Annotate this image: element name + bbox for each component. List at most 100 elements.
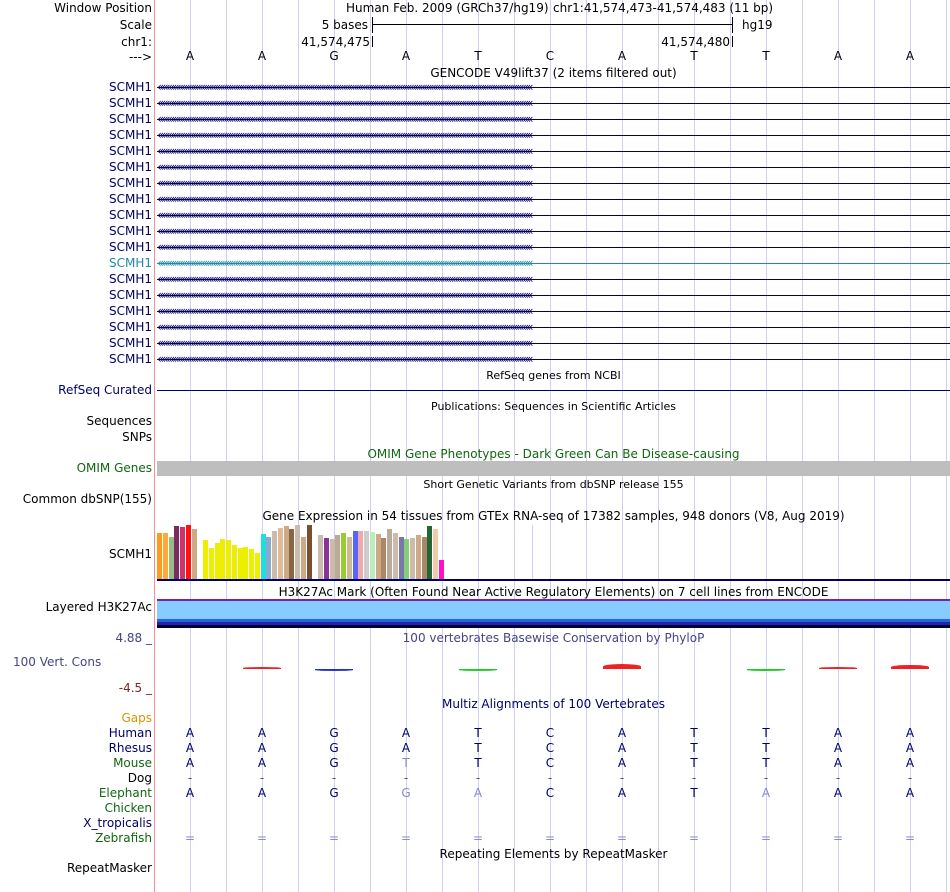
gtex-tissue-bar[interactable] (427, 526, 433, 579)
gtex-tissue-bar[interactable] (329, 539, 335, 579)
gtex-tissue-bar[interactable] (364, 531, 369, 579)
gtex-tissue-bar[interactable] (300, 537, 306, 579)
publications-label-snps[interactable]: SNPs (122, 430, 152, 444)
gtex-tissue-bar[interactable] (254, 553, 260, 579)
gencode-transcript-label[interactable]: SCMH1 (108, 192, 152, 206)
gencode-transcript-line[interactable]: ‹‹‹‹‹‹‹‹‹‹‹‹‹‹‹‹‹‹‹‹‹‹‹‹‹‹‹‹‹‹‹‹‹‹‹‹‹‹‹‹… (157, 257, 533, 270)
gtex-tissue-bar[interactable] (341, 533, 346, 579)
gencode-transcript-label[interactable]: SCMH1 (108, 272, 152, 286)
gencode-transcript-line[interactable]: ‹‹‹‹‹‹‹‹‹‹‹‹‹‹‹‹‹‹‹‹‹‹‹‹‹‹‹‹‹‹‹‹‹‹‹‹‹‹‹‹… (157, 321, 533, 334)
gtex-tissue-bar[interactable] (438, 560, 444, 579)
gencode-transcript-label[interactable]: SCMH1 (108, 224, 152, 238)
gencode-transcript-label[interactable]: SCMH1 (108, 176, 152, 190)
gtex-tissue-bar[interactable] (323, 538, 329, 579)
gencode-transcript-line[interactable]: ‹‹‹‹‹‹‹‹‹‹‹‹‹‹‹‹‹‹‹‹‹‹‹‹‹‹‹‹‹‹‹‹‹‹‹‹‹‹‹‹… (157, 145, 533, 158)
gtex-tissue-bar[interactable] (231, 545, 237, 579)
gtex-tissue-bar[interactable] (415, 535, 421, 579)
gtex-tissue-bar[interactable] (180, 527, 185, 579)
gencode-transcript-line[interactable]: ‹‹‹‹‹‹‹‹‹‹‹‹‹‹‹‹‹‹‹‹‹‹‹‹‹‹‹‹‹‹‹‹‹‹‹‹‹‹‹‹… (157, 209, 533, 222)
h3k27ac-track-label[interactable]: Layered H3K27Ac (45, 600, 152, 614)
gencode-transcript-label[interactable]: SCMH1 (108, 320, 152, 334)
gtex-tissue-bar[interactable] (335, 535, 341, 579)
multiz-gaps-label[interactable]: Gaps (121, 711, 152, 725)
gencode-transcript-line[interactable]: ‹‹‹‹‹‹‹‹‹‹‹‹‹‹‹‹‹‹‹‹‹‹‹‹‹‹‹‹‹‹‹‹‹‹‹‹‹‹‹‹… (157, 97, 533, 110)
gtex-track-label[interactable]: SCMH1 (108, 547, 152, 561)
gencode-transcript-line[interactable]: ‹‹‹‹‹‹‹‹‹‹‹‹‹‹‹‹‹‹‹‹‹‹‹‹‹‹‹‹‹‹‹‹‹‹‹‹‹‹‹‹… (157, 337, 533, 350)
gtex-tissue-bar[interactable] (295, 525, 300, 579)
gencode-transcript-line[interactable]: ‹‹‹‹‹‹‹‹‹‹‹‹‹‹‹‹‹‹‹‹‹‹‹‹‹‹‹‹‹‹‹‹‹‹‹‹‹‹‹‹… (157, 273, 533, 286)
gtex-tissue-bar[interactable] (433, 529, 438, 579)
gtex-tissue-bar[interactable] (358, 531, 364, 579)
gtex-tissue-bar[interactable] (203, 540, 208, 579)
gencode-transcript-line[interactable]: ‹‹‹‹‹‹‹‹‹‹‹‹‹‹‹‹‹‹‹‹‹‹‹‹‹‹‹‹‹‹‹‹‹‹‹‹‹‹‹‹… (157, 353, 533, 366)
gencode-transcript-line[interactable]: ‹‹‹‹‹‹‹‹‹‹‹‹‹‹‹‹‹‹‹‹‹‹‹‹‹‹‹‹‹‹‹‹‹‹‹‹‹‹‹‹… (157, 241, 533, 254)
publications-label-sequences[interactable]: Sequences (86, 414, 152, 428)
gtex-tissue-bar[interactable] (404, 539, 410, 579)
gtex-tissue-bar[interactable] (168, 537, 174, 579)
gtex-tissue-bar[interactable] (157, 533, 162, 579)
gencode-transcript-line[interactable]: ‹‹‹‹‹‹‹‹‹‹‹‹‹‹‹‹‹‹‹‹‹‹‹‹‹‹‹‹‹‹‹‹‹‹‹‹‹‹‹‹… (157, 161, 533, 174)
gencode-transcript-label[interactable]: SCMH1 (108, 112, 152, 126)
gtex-tissue-bar[interactable] (243, 547, 249, 579)
gtex-tissue-bar[interactable] (392, 533, 398, 579)
conservation-score-mark[interactable] (603, 664, 641, 669)
gtex-tissue-bar[interactable] (174, 526, 180, 579)
gencode-transcript-line[interactable]: ‹‹‹‹‹‹‹‹‹‹‹‹‹‹‹‹‹‹‹‹‹‹‹‹‹‹‹‹‹‹‹‹‹‹‹‹‹‹‹‹… (157, 193, 533, 206)
gtex-tissue-bar[interactable] (318, 535, 323, 579)
gtex-tissue-bar[interactable] (387, 529, 392, 579)
gtex-tissue-bar[interactable] (220, 539, 226, 579)
gtex-tissue-bar[interactable] (185, 525, 191, 579)
conservation-score-mark[interactable] (891, 665, 929, 669)
gtex-tissue-bar[interactable] (272, 531, 277, 579)
gtex-tissue-bar[interactable] (352, 531, 358, 579)
gtex-tissue-bar[interactable] (266, 537, 272, 579)
gencode-transcript-line[interactable]: ‹‹‹‹‹‹‹‹‹‹‹‹‹‹‹‹‹‹‹‹‹‹‹‹‹‹‹‹‹‹‹‹‹‹‹‹‹‹‹‹… (157, 81, 533, 94)
multiz-species-label[interactable]: Zebrafish (95, 831, 152, 845)
gencode-transcript-label[interactable]: SCMH1 (108, 144, 152, 158)
h3k27ac-layer-lightblue[interactable] (157, 601, 950, 619)
gtex-tissue-bar[interactable] (191, 529, 197, 579)
omim-track-label[interactable]: OMIM Genes (76, 461, 152, 475)
gtex-tissue-bar[interactable] (237, 548, 243, 579)
gtex-tissue-bar[interactable] (398, 537, 404, 579)
gtex-tissue-bar[interactable] (346, 537, 352, 579)
gtex-tissue-bar[interactable] (162, 533, 168, 579)
conservation-score-mark[interactable] (819, 667, 857, 669)
gencode-transcript-line[interactable]: ‹‹‹‹‹‹‹‹‹‹‹‹‹‹‹‹‹‹‹‹‹‹‹‹‹‹‹‹‹‹‹‹‹‹‹‹‹‹‹‹… (157, 177, 533, 190)
gencode-transcript-label[interactable]: SCMH1 (108, 304, 152, 318)
multiz-species-label[interactable]: Mouse (113, 756, 152, 770)
gtex-tissue-bar[interactable] (283, 526, 289, 579)
gtex-tissue-bar[interactable] (410, 538, 415, 579)
gtex-tissue-bar[interactable] (197, 568, 203, 579)
conservation-score-mark[interactable] (243, 667, 281, 669)
gencode-transcript-line[interactable]: ‹‹‹‹‹‹‹‹‹‹‹‹‹‹‹‹‹‹‹‹‹‹‹‹‹‹‹‹‹‹‹‹‹‹‹‹‹‹‹‹… (157, 225, 533, 238)
gencode-transcript-label[interactable]: SCMH1 (108, 80, 152, 94)
multiz-species-label[interactable]: X_tropicalis (83, 816, 152, 830)
gencode-transcript-label[interactable]: SCMH1 (108, 240, 152, 254)
gencode-transcript-line[interactable]: ‹‹‹‹‹‹‹‹‹‹‹‹‹‹‹‹‹‹‹‹‹‹‹‹‹‹‹‹‹‹‹‹‹‹‹‹‹‹‹‹… (157, 289, 533, 302)
multiz-species-label[interactable]: Chicken (104, 801, 152, 815)
gencode-transcript-label[interactable]: SCMH1 (108, 208, 152, 222)
gtex-tissue-bar[interactable] (226, 540, 231, 579)
conservation-score-mark[interactable] (459, 669, 497, 671)
gencode-transcript-label[interactable]: SCMH1 (108, 288, 152, 302)
gtex-tissue-bar[interactable] (375, 534, 381, 579)
conservation-score-mark[interactable] (315, 669, 353, 671)
dbsnp-track-label[interactable]: Common dbSNP(155) (22, 492, 152, 506)
gtex-tissue-bar[interactable] (369, 532, 375, 579)
omim-feature-bar[interactable] (157, 461, 950, 476)
gtex-tissue-bar[interactable] (306, 525, 312, 579)
conservation-score-mark[interactable] (747, 669, 785, 671)
gtex-tissue-bar[interactable] (260, 534, 266, 579)
gencode-transcript-label[interactable]: SCMH1 (108, 352, 152, 366)
gencode-transcript-label[interactable]: SCMH1 (108, 336, 152, 350)
gtex-tissue-bar[interactable] (289, 529, 295, 579)
gencode-transcript-line[interactable]: ‹‹‹‹‹‹‹‹‹‹‹‹‹‹‹‹‹‹‹‹‹‹‹‹‹‹‹‹‹‹‹‹‹‹‹‹‹‹‹‹… (157, 129, 533, 142)
multiz-species-label[interactable]: Rhesus (108, 741, 152, 755)
gtex-tissue-bar[interactable] (421, 537, 427, 579)
gtex-tissue-bar[interactable] (381, 538, 387, 579)
gtex-tissue-bar[interactable] (312, 568, 318, 579)
gencode-transcript-line[interactable]: ‹‹‹‹‹‹‹‹‹‹‹‹‹‹‹‹‹‹‹‹‹‹‹‹‹‹‹‹‹‹‹‹‹‹‹‹‹‹‹‹… (157, 305, 533, 318)
gencode-transcript-label[interactable]: SCMH1 (108, 96, 152, 110)
gencode-transcript-line[interactable]: ‹‹‹‹‹‹‹‹‹‹‹‹‹‹‹‹‹‹‹‹‹‹‹‹‹‹‹‹‹‹‹‹‹‹‹‹‹‹‹‹… (157, 113, 533, 126)
